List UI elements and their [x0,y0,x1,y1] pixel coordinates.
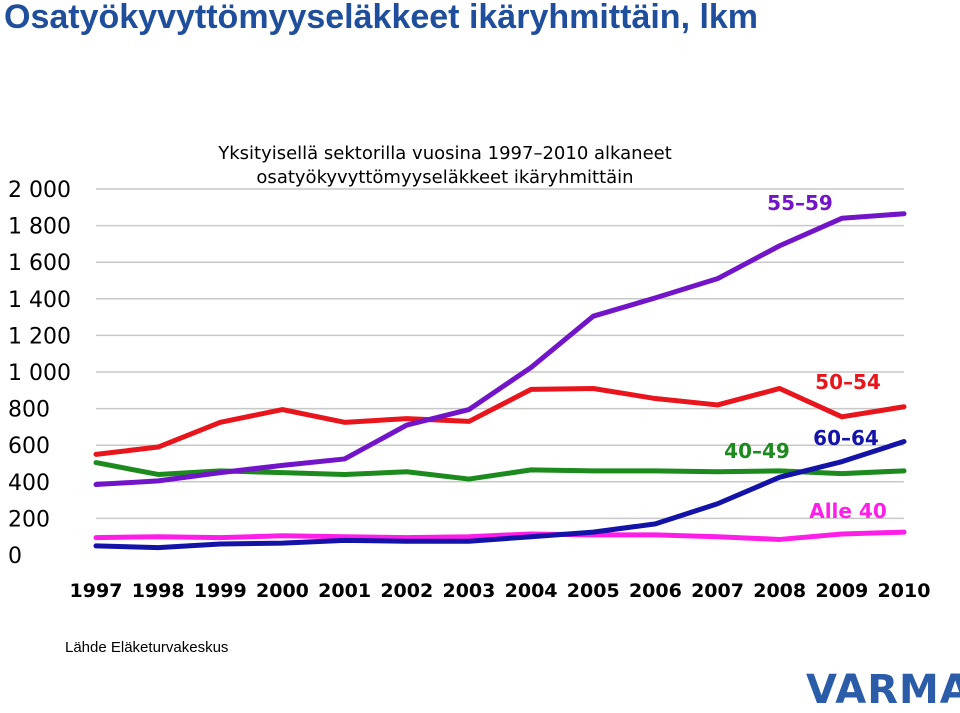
y-tick-label: 1 400 [8,288,71,313]
series-line-60-64 [93,439,907,551]
x-tick-label: 2004 [505,580,558,602]
y-tick-label: 1 000 [8,361,71,386]
y-tick-label: 1 600 [8,251,71,276]
x-tick-label: 1999 [194,580,247,602]
x-tick-label: 2000 [256,580,309,602]
y-tick-label: 200 [8,507,50,532]
series-lines [93,211,907,551]
x-tick-label: 2002 [380,580,433,602]
x-axis-ticks: 1997 1998 1999 2000 2001 2002 2003 2004 2005 2006… [70,580,931,602]
x-tick-label: 1997 [70,580,123,602]
y-axis-ticks: 0 200 400 600 800 1 000 1 200 1 400 1 600 1 800 2 … [8,178,71,569]
page-title: Osatyökyvyttömyyseläkkeet ikäryhmittäin,… [4,0,759,36]
series-label-55-59: 55–59 [767,191,833,215]
x-tick-label: 2008 [753,580,806,602]
x-tick-label: 2007 [691,580,744,602]
x-tick-label: 2010 [878,580,931,602]
x-tick-label: 2006 [629,580,682,602]
y-tick-label: 1 200 [8,324,71,349]
source-note: Lähde Eläketurvakeskus [65,639,229,656]
series-label-40-49: 40–49 [724,439,790,463]
x-tick-label: 1998 [132,580,185,602]
series-label-50-54: 50–54 [815,370,881,394]
line-chart: 0 200 400 600 800 1 000 1 200 1 400 1 600 1 800 2 … [8,143,931,602]
chart-title: Yksityisellä sektorilla vuosina 1997–201… [217,143,672,164]
series-line-55-59 [93,211,907,488]
y-tick-label: 600 [8,434,50,459]
varma-logo: VARMA [806,667,960,713]
x-tick-label: 2005 [567,580,620,602]
x-tick-label: 2009 [815,580,868,602]
x-tick-label: 2003 [442,580,495,602]
series-label-60-64: 60–64 [813,426,879,450]
grid-lines [96,188,904,520]
y-tick-label: 800 [8,398,50,423]
y-tick-label: 0 [8,544,22,569]
series-label-alle-40: Alle 40 [809,499,887,523]
y-tick-label: 400 [8,471,50,496]
series-line-alle-40 [93,529,907,542]
series-line-50-54 [93,385,907,457]
y-tick-label: 1 800 [8,215,71,240]
x-tick-label: 2001 [318,580,371,602]
chart-subtitle: osatyökyvyttömyyseläkkeet ikäryhmittäin [256,167,633,188]
y-tick-label: 2 000 [8,178,71,203]
